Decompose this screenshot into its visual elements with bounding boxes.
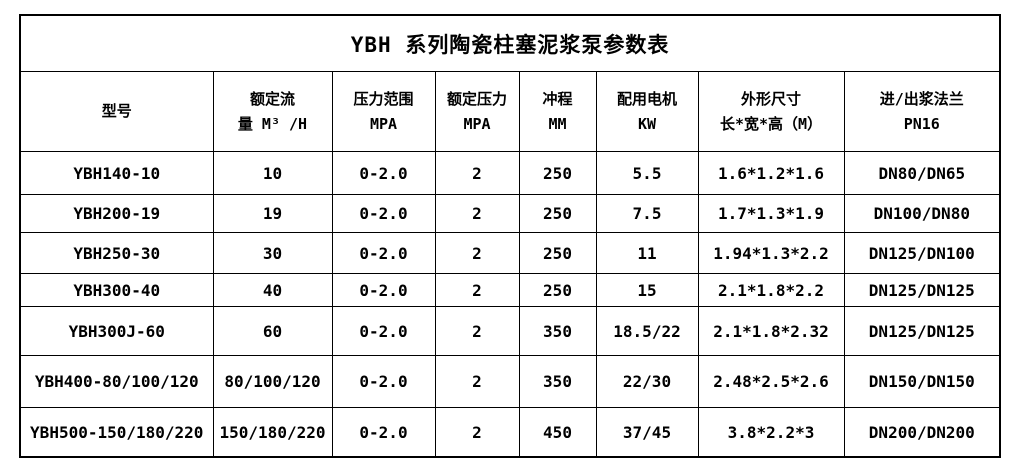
cell-flange: DN200/DN200 [843, 407, 1001, 458]
table-title: YBH 系列陶瓷柱塞泥浆泵参数表 [19, 14, 1001, 72]
cell-motor: 11 [595, 232, 699, 274]
cell-rated-flow: 30 [212, 232, 333, 274]
header-stroke-line1: 冲程 [542, 89, 573, 108]
table-row: YBH300J-60 60 0-2.0 2 350 18.5/22 2.1*1.… [19, 306, 1001, 356]
cell-rated-pressure: 2 [434, 407, 520, 458]
header-motor-line2: KW [637, 114, 657, 133]
header-rated-pressure-line2: MPA [463, 114, 491, 133]
header-rated-flow: 额定流 量 M³ /H [212, 71, 333, 152]
header-flange: 进/出浆法兰 PN16 [843, 71, 1001, 152]
title-row: YBH 系列陶瓷柱塞泥浆泵参数表 [19, 14, 1001, 72]
header-stroke-line2: MM [548, 114, 567, 133]
table-row: YBH200-19 19 0-2.0 2 250 7.5 1.7*1.3*1.9… [19, 194, 1001, 233]
cell-motor: 7.5 [595, 194, 699, 233]
cell-stroke: 250 [518, 232, 597, 274]
cell-motor: 5.5 [595, 151, 699, 195]
header-rated-pressure: 额定压力 MPA [434, 71, 520, 152]
header-model-line1: 型号 [101, 102, 132, 121]
header-flange-line2: PN16 [903, 114, 940, 133]
header-stroke: 冲程 MM [518, 71, 597, 152]
header-dimensions-line1: 外形尺寸 [740, 89, 801, 108]
cell-pressure-range: 0-2.0 [331, 355, 436, 408]
pump-parameter-table-container: YBH 系列陶瓷柱塞泥浆泵参数表 型号 额定流 量 M³ /H 压力范围 MPA… [19, 14, 1002, 458]
header-pressure-range-line2: MPA [369, 114, 398, 133]
cell-flange: DN80/DN65 [843, 151, 1001, 195]
header-pressure-range: 压力范围 MPA [331, 71, 436, 152]
cell-rated-pressure: 2 [434, 273, 520, 307]
cell-model: YBH250-30 [19, 232, 214, 274]
cell-flange: DN100/DN80 [843, 194, 1001, 233]
cell-motor: 15 [595, 273, 699, 307]
cell-stroke: 250 [518, 194, 597, 233]
cell-flange: DN150/DN150 [843, 355, 1001, 408]
table-row: YBH500-150/180/220 150/180/220 0-2.0 2 4… [19, 407, 1001, 458]
cell-dimensions: 2.1*1.8*2.32 [697, 306, 845, 356]
cell-rated-flow: 150/180/220 [212, 407, 333, 458]
cell-stroke: 350 [518, 306, 597, 356]
cell-rated-flow: 80/100/120 [212, 355, 333, 408]
header-rated-flow-line2: 量 M³ /H [237, 114, 308, 133]
cell-flange: DN125/DN125 [843, 306, 1001, 356]
pump-parameter-table: YBH 系列陶瓷柱塞泥浆泵参数表 型号 额定流 量 M³ /H 压力范围 MPA… [19, 14, 1002, 458]
cell-rated-pressure: 2 [434, 355, 520, 408]
header-motor-line1: 配用电机 [616, 89, 677, 108]
cell-stroke: 350 [518, 355, 597, 408]
cell-model: YBH300-40 [19, 273, 214, 307]
header-model: 型号 [19, 71, 214, 152]
cell-motor: 37/45 [595, 407, 699, 458]
cell-dimensions: 1.94*1.3*2.2 [697, 232, 845, 274]
cell-rated-pressure: 2 [434, 232, 520, 274]
cell-rated-pressure: 2 [434, 306, 520, 356]
cell-rated-flow: 19 [212, 194, 333, 233]
cell-pressure-range: 0-2.0 [331, 407, 436, 458]
cell-rated-pressure: 2 [434, 194, 520, 233]
cell-rated-flow: 60 [212, 306, 333, 356]
cell-stroke: 250 [518, 151, 597, 195]
header-pressure-range-line1: 压力范围 [353, 89, 414, 108]
cell-rated-flow: 40 [212, 273, 333, 307]
cell-pressure-range: 0-2.0 [331, 232, 436, 274]
cell-dimensions: 3.8*2.2*3 [697, 407, 845, 458]
cell-motor: 22/30 [595, 355, 699, 408]
cell-dimensions: 2.48*2.5*2.6 [697, 355, 845, 408]
cell-dimensions: 1.7*1.3*1.9 [697, 194, 845, 233]
cell-model: YBH300J-60 [19, 306, 214, 356]
cell-pressure-range: 0-2.0 [331, 273, 436, 307]
cell-stroke: 250 [518, 273, 597, 307]
cell-flange: DN125/DN125 [843, 273, 1001, 307]
table-row: YBH140-10 10 0-2.0 2 250 5.5 1.6*1.2*1.6… [19, 151, 1001, 195]
cell-dimensions: 2.1*1.8*2.2 [697, 273, 845, 307]
cell-stroke: 450 [518, 407, 597, 458]
header-motor: 配用电机 KW [595, 71, 699, 152]
cell-pressure-range: 0-2.0 [331, 194, 436, 233]
cell-flange: DN125/DN100 [843, 232, 1001, 274]
cell-model: YBH140-10 [19, 151, 214, 195]
cell-motor: 18.5/22 [595, 306, 699, 356]
cell-model: YBH200-19 [19, 194, 214, 233]
header-rated-pressure-line1: 额定压力 [446, 89, 507, 108]
header-dimensions: 外形尺寸 长*宽*高（M） [697, 71, 845, 152]
table-row: YBH250-30 30 0-2.0 2 250 11 1.94*1.3*2.2… [19, 232, 1001, 274]
header-rated-flow-line1: 额定流 [249, 89, 295, 108]
table-row: YBH400-80/100/120 80/100/120 0-2.0 2 350… [19, 355, 1001, 408]
header-dimensions-line2: 长*宽*高（M） [719, 114, 823, 133]
cell-dimensions: 1.6*1.2*1.6 [697, 151, 845, 195]
cell-pressure-range: 0-2.0 [331, 151, 436, 195]
cell-rated-flow: 10 [212, 151, 333, 195]
cell-rated-pressure: 2 [434, 151, 520, 195]
table-row: YBH300-40 40 0-2.0 2 250 15 2.1*1.8*2.2 … [19, 273, 1001, 307]
cell-model: YBH400-80/100/120 [19, 355, 214, 408]
header-flange-line1: 进/出浆法兰 [879, 89, 964, 108]
cell-pressure-range: 0-2.0 [331, 306, 436, 356]
header-row: 型号 额定流 量 M³ /H 压力范围 MPA 额定压力 MPA 冲程 MM [19, 71, 1001, 152]
cell-model: YBH500-150/180/220 [19, 407, 214, 458]
